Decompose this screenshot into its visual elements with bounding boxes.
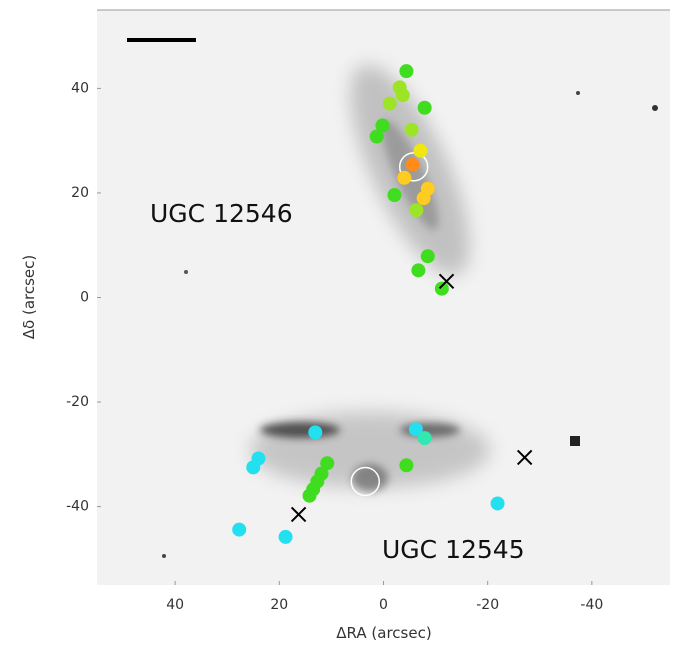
point xyxy=(404,122,419,137)
point xyxy=(369,129,384,144)
point xyxy=(382,96,397,111)
x-tick-label: -20 xyxy=(476,597,499,613)
sky-image xyxy=(97,10,670,585)
point xyxy=(232,522,247,537)
point xyxy=(416,191,431,206)
point xyxy=(246,460,261,475)
x-tick-label: 40 xyxy=(166,597,184,613)
x-axis-label: ΔRA (arcsec) xyxy=(336,624,431,642)
point xyxy=(387,188,402,203)
point xyxy=(399,64,414,79)
point xyxy=(399,458,414,473)
point xyxy=(375,118,390,133)
annotation: UGC 12546 xyxy=(150,199,293,228)
aperture-circle xyxy=(350,466,381,497)
point xyxy=(490,496,505,511)
point xyxy=(420,249,435,264)
y-tick-label: -20 xyxy=(66,394,89,410)
point xyxy=(411,263,426,278)
point xyxy=(434,281,449,296)
point xyxy=(413,143,428,158)
y-axis-label: Δδ (arcsec) xyxy=(20,255,38,339)
point xyxy=(408,422,423,437)
cross-marker xyxy=(290,506,307,523)
y-tick-label: 40 xyxy=(71,80,89,96)
point xyxy=(405,157,420,172)
point xyxy=(417,431,432,446)
point xyxy=(409,203,424,218)
point xyxy=(278,529,293,544)
point xyxy=(417,100,432,115)
point xyxy=(320,456,335,471)
annotation: UGC 12545 xyxy=(382,535,525,564)
aperture-circle xyxy=(398,152,429,182)
x-tick-label: 0 xyxy=(379,597,388,613)
point xyxy=(395,88,410,103)
point xyxy=(397,170,412,185)
y-tick-label: -40 xyxy=(66,499,89,515)
point xyxy=(308,425,323,440)
cross-marker xyxy=(516,449,533,466)
x-tick-label: 20 xyxy=(270,597,288,613)
y-tick-label: 0 xyxy=(80,290,89,306)
x-tick-label: -40 xyxy=(580,597,603,613)
y-tick-label: 20 xyxy=(71,185,89,201)
cross-marker xyxy=(438,273,455,290)
point xyxy=(302,488,317,503)
